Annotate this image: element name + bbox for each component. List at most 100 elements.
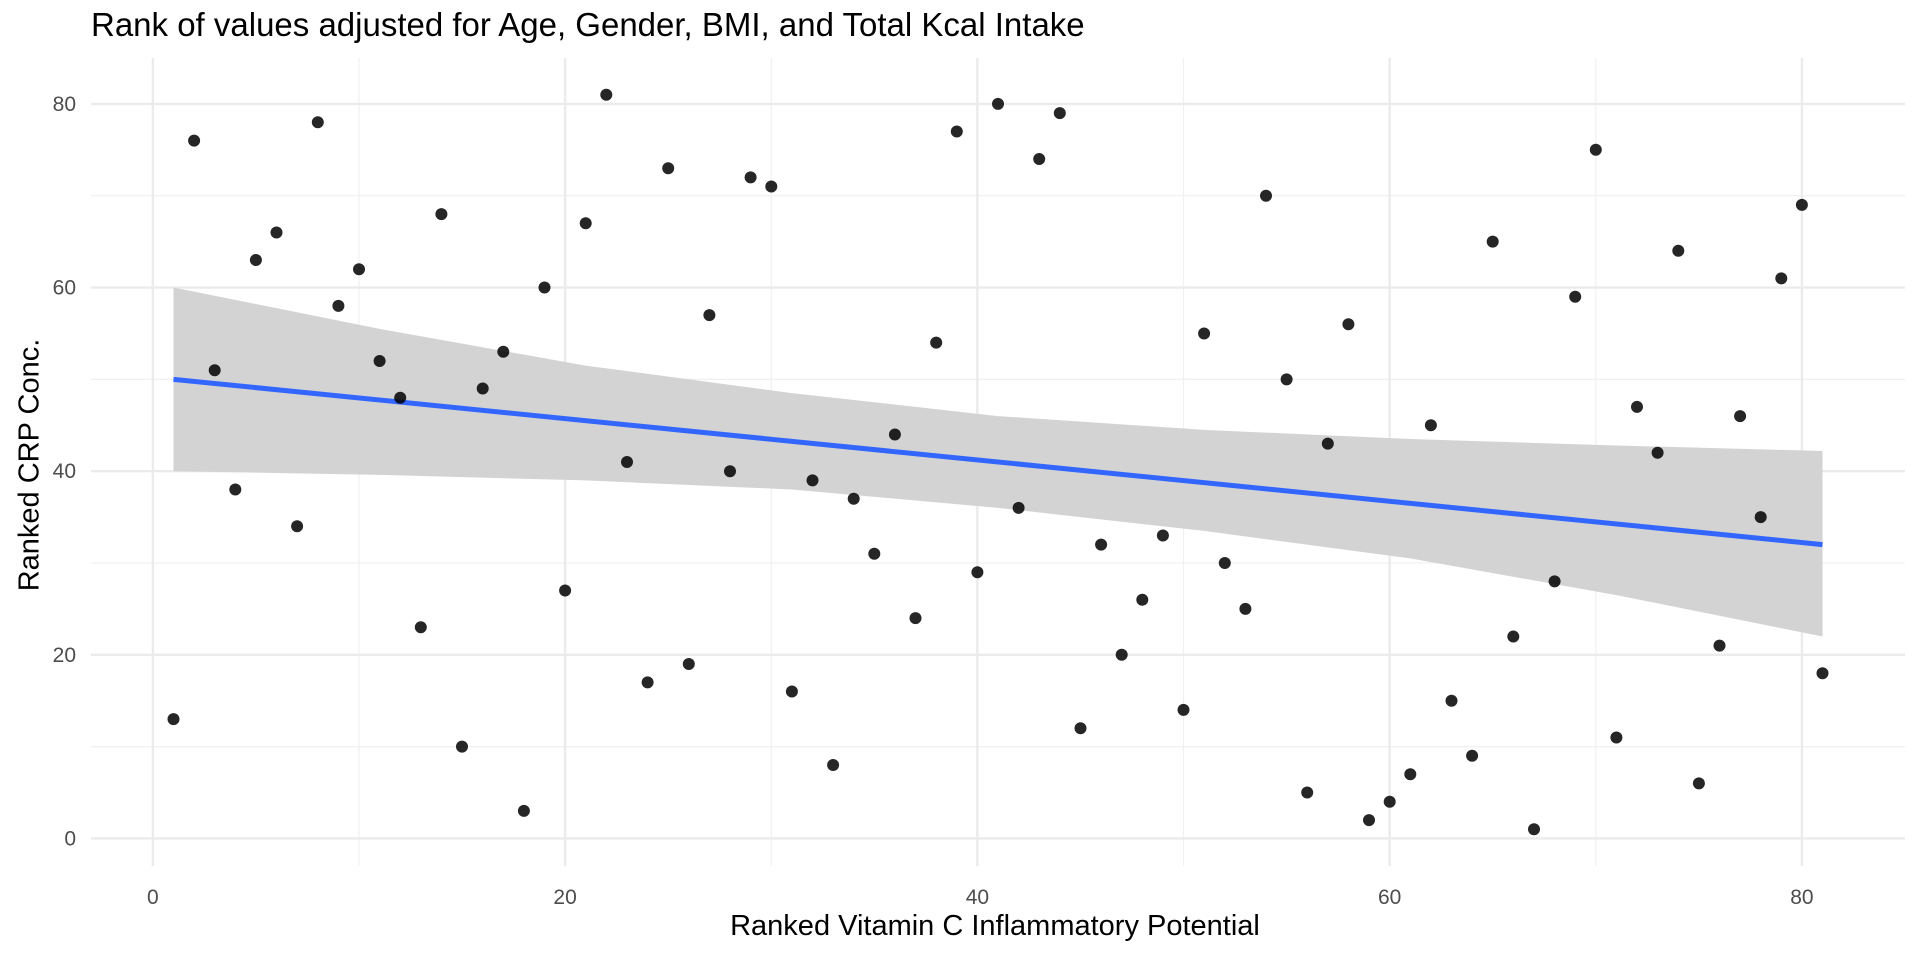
data-point	[1754, 511, 1767, 524]
data-point	[1466, 749, 1479, 762]
x-tick-label: 20	[553, 886, 576, 909]
data-point	[1424, 419, 1437, 432]
data-point	[1713, 639, 1726, 652]
y-tick-label: 40	[53, 460, 76, 483]
data-point	[1301, 786, 1314, 799]
data-point	[1321, 437, 1334, 450]
data-point	[291, 520, 304, 533]
data-point	[1569, 290, 1582, 303]
data-point	[1280, 373, 1293, 386]
data-point	[559, 584, 572, 597]
data-point	[806, 474, 819, 487]
data-point	[1383, 795, 1396, 808]
data-point	[497, 345, 510, 358]
data-point	[1260, 189, 1272, 202]
data-point	[167, 713, 180, 726]
data-point	[950, 125, 963, 138]
x-tick-label: 40	[966, 886, 989, 909]
data-point	[1239, 602, 1252, 615]
data-point	[332, 299, 345, 312]
regression-line	[173, 376, 1823, 548]
data-point	[414, 621, 427, 634]
data-point	[1795, 198, 1808, 211]
y-tick-label: 0	[64, 827, 76, 850]
x-tick-label: 0	[147, 886, 159, 909]
data-point	[765, 180, 778, 193]
data-point	[1074, 722, 1087, 735]
data-point	[476, 382, 489, 395]
data-point	[311, 116, 324, 129]
data-point	[909, 612, 922, 625]
data-point	[1218, 557, 1231, 569]
data-point	[785, 685, 798, 698]
data-point	[847, 492, 860, 505]
y-tick-label: 20	[53, 644, 76, 667]
data-point	[744, 171, 757, 184]
y-tick-label: 60	[53, 277, 76, 300]
data-point	[270, 226, 283, 239]
x-tick-label: 60	[1378, 886, 1401, 909]
x-axis-title: Ranked Vitamin C Inflammatory Potential	[730, 910, 1260, 942]
data-point	[208, 364, 221, 377]
fit-line-layer	[173, 376, 1823, 548]
data-point	[641, 676, 654, 689]
data-point	[703, 309, 716, 322]
data-point	[827, 759, 840, 771]
y-axis-ticks: 0 20 40 60 80	[53, 93, 76, 851]
data-point	[1136, 593, 1149, 606]
x-axis-ticks: 0 20 40 60 80	[147, 886, 1814, 909]
x-tick-label: 80	[1790, 886, 1813, 909]
data-point	[1610, 731, 1623, 744]
data-point	[724, 465, 736, 478]
data-point	[1177, 703, 1190, 716]
data-point	[1548, 575, 1561, 588]
data-point	[1486, 235, 1499, 248]
data-point	[249, 254, 262, 266]
data-point	[1342, 318, 1355, 331]
data-point	[579, 217, 592, 230]
data-point	[435, 208, 448, 221]
data-point	[682, 658, 695, 670]
data-point	[517, 804, 530, 817]
y-tick-label: 80	[53, 93, 76, 116]
data-point	[1589, 143, 1602, 156]
data-point	[1404, 768, 1417, 781]
data-point	[930, 336, 943, 349]
data-point	[1115, 648, 1128, 661]
data-point	[1734, 410, 1747, 423]
data-point	[229, 483, 242, 496]
data-point	[373, 355, 386, 367]
data-point	[1363, 814, 1375, 827]
data-point	[971, 566, 984, 579]
data-point	[1775, 272, 1788, 285]
data-point	[1528, 823, 1540, 836]
data-point	[1651, 446, 1664, 459]
data-point	[1692, 777, 1705, 790]
data-point	[621, 456, 633, 468]
data-point	[1631, 400, 1643, 413]
y-axis-title: Ranked CRP Conc.	[13, 338, 46, 592]
data-point	[1156, 529, 1169, 542]
chart-title: Rank of values adjusted for Age, Gender,…	[91, 6, 1085, 43]
data-point	[1095, 538, 1108, 551]
data-point	[992, 97, 1004, 110]
data-point	[1672, 244, 1685, 257]
data-point	[456, 740, 468, 753]
data-point	[1816, 667, 1829, 680]
data-points	[167, 88, 1829, 836]
data-point	[662, 162, 675, 175]
data-point	[353, 263, 365, 276]
data-point	[868, 547, 881, 560]
data-point	[188, 134, 201, 147]
data-point	[1445, 694, 1458, 707]
data-point	[1507, 630, 1520, 643]
data-point	[538, 281, 551, 294]
data-point	[1033, 153, 1046, 165]
data-point	[394, 391, 407, 404]
data-point	[1012, 501, 1025, 514]
data-point	[600, 88, 613, 101]
data-point	[1053, 107, 1066, 120]
data-point	[888, 428, 901, 441]
